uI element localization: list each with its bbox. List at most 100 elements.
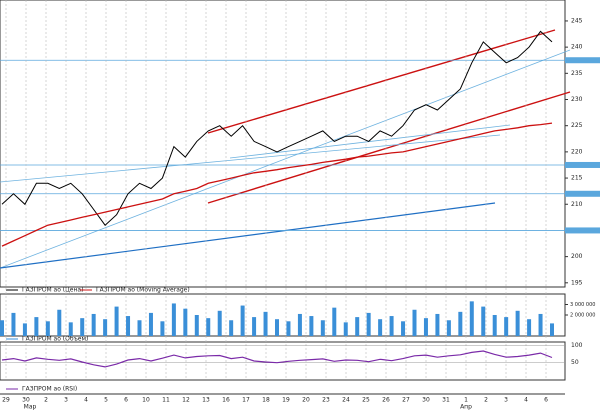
x-tick-label: 27 (402, 397, 410, 404)
volume-bar (297, 313, 302, 336)
x-tick-label: 12 (182, 397, 190, 404)
volume-bar (332, 307, 337, 336)
volume-bar (194, 315, 199, 336)
volume-bar (355, 317, 360, 336)
volume-bar (366, 312, 371, 336)
volume-bar (171, 303, 176, 336)
x-tick-label: 25 (362, 397, 370, 404)
x-tick-label: 26 (382, 397, 390, 404)
x-tick-label: 31 (442, 397, 450, 404)
volume-bar (458, 311, 463, 336)
x-tick-label: 19 (282, 397, 290, 404)
y-tick-label: 225 (571, 122, 583, 129)
volume-bar (103, 319, 108, 336)
y-tick-label: 210 (571, 201, 583, 208)
volume-bar (469, 301, 474, 336)
volume-bar (423, 318, 428, 336)
month-label: Мар (24, 404, 37, 410)
x-tick-label: 18 (262, 397, 270, 404)
x-tick-label: 6 (124, 397, 128, 404)
x-tick-label: 13 (202, 397, 210, 404)
x-tick-label: 6 (544, 397, 548, 404)
y-tick-label: 3 000 000 (570, 302, 595, 308)
y-tick-label: 235 (571, 70, 583, 77)
x-tick-label: 3 (504, 397, 508, 404)
volume-bar (114, 306, 119, 336)
x-tick-label: 5 (104, 397, 108, 404)
volume-bar (286, 321, 291, 336)
y-tick-label: 230 (571, 96, 583, 103)
volume-bar (504, 317, 509, 336)
volume-bar (0, 320, 4, 336)
x-tick-label: 4 (524, 397, 528, 404)
x-tick-label: 11 (162, 397, 170, 404)
level-marker (565, 57, 600, 64)
volume-bar (91, 313, 96, 336)
trend-line (0, 49, 571, 269)
volume-bar (275, 319, 279, 336)
x-tick-label: 24 (342, 397, 350, 404)
x-tick-label: 1 (464, 397, 468, 404)
x-tick-label: 4 (84, 397, 88, 404)
x-tick-label: 17 (242, 397, 250, 404)
volume-bar (126, 316, 131, 336)
x-tick-label: 29 (2, 397, 10, 404)
rsi-panel (0, 341, 566, 381)
y-tick-label: 220 (571, 148, 583, 155)
level-marker (565, 227, 600, 234)
x-tick-label: 2 (484, 397, 488, 404)
volume-bar (217, 310, 222, 336)
legend-label: ГАЗПРОМ ао (RSI) (22, 386, 77, 393)
x-tick-label: 30 (22, 397, 30, 404)
x-tick-label: 3 (64, 397, 68, 404)
legend-label: ГАЗПРОМ ао (Объем) (22, 336, 88, 343)
legend-label: ГАЗПРОМ ао (Moving Average) (96, 287, 190, 294)
price-panel (0, 0, 566, 288)
y-tick-label: 215 (571, 175, 583, 182)
x-tick-label: 20 (302, 397, 310, 404)
x-tick-label: 16 (222, 397, 230, 404)
x-tick-label: 10 (142, 397, 150, 404)
volume-bar (412, 309, 417, 336)
volume-bar (309, 316, 314, 336)
x-tick-label: 2 (44, 397, 48, 404)
volume-bar (57, 309, 62, 336)
volume-bar (343, 322, 348, 336)
volume-bar (160, 321, 165, 336)
volume-bar (515, 310, 520, 336)
volume-bar (538, 313, 543, 336)
volume-bar (492, 315, 497, 336)
price-line (1, 122, 553, 247)
volume-bar (378, 319, 383, 336)
y-tick-label: 195 (571, 279, 583, 286)
y-tick-label: 245 (571, 17, 583, 24)
volume-bar (435, 313, 440, 336)
volume-bar (206, 318, 211, 336)
volume-bar (401, 321, 406, 336)
x-tick-label: 30 (422, 397, 430, 404)
legend: ГАЗПРОМ ао (Цена) ГАЗПРОМ ао (Moving Ave… (6, 287, 190, 393)
trend-line (0, 202, 496, 269)
volume-bar (229, 320, 234, 336)
level-marker (565, 190, 600, 197)
volume-bar (148, 312, 153, 336)
volume-bar (481, 306, 486, 336)
month-label: Апр (460, 404, 472, 410)
y-tick-label: 50 (571, 359, 579, 366)
volume-bar (550, 323, 554, 336)
volume-bar (183, 308, 188, 336)
volume-bar (320, 320, 325, 336)
volume-bar (80, 318, 85, 336)
trend-line (229, 124, 511, 159)
volume-panel (0, 293, 566, 337)
volume-bar (389, 316, 394, 336)
trend-line (0, 134, 501, 183)
volume-bar (240, 305, 245, 336)
volume-bar (34, 317, 39, 336)
channel-top (207, 29, 556, 134)
volume-bar (446, 320, 451, 336)
volume-bar (137, 320, 142, 336)
y-tick-label: 200 (571, 253, 583, 260)
volume-bar (527, 319, 532, 336)
